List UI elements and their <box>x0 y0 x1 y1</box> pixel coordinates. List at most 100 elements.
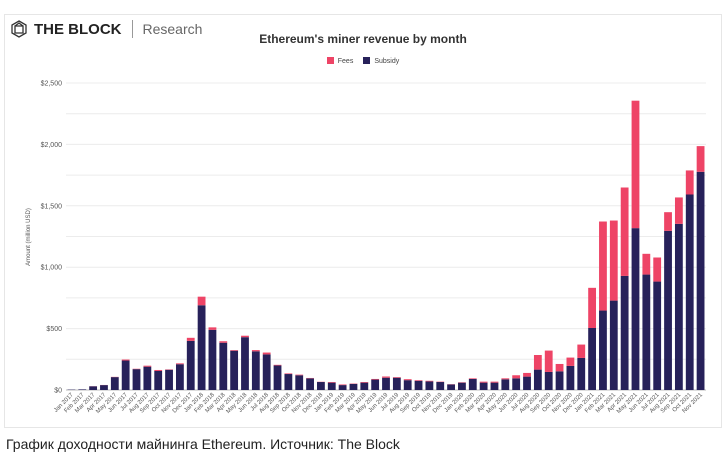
bar-fees <box>685 170 694 195</box>
y-tick-label: $2,500 <box>41 81 63 88</box>
bar-subsidy <box>631 228 640 390</box>
bar-subsidy <box>403 380 412 390</box>
legend: Fees Subsidy <box>0 57 726 65</box>
bar-fees <box>273 364 282 366</box>
bar-subsidy <box>425 381 434 390</box>
bar-fees <box>121 359 130 361</box>
bar-fees <box>143 365 152 367</box>
bar-fees <box>577 344 586 358</box>
bar-fees <box>501 378 510 380</box>
bar-subsidy <box>338 385 347 390</box>
bar-subsidy <box>674 223 683 390</box>
bar-fees <box>154 369 163 371</box>
bar-subsidy <box>685 194 694 390</box>
y-tick-label: $500 <box>46 326 62 333</box>
bar-subsidy <box>208 329 217 390</box>
bar-subsidy <box>100 385 108 390</box>
bar-fees <box>262 352 271 355</box>
image-caption: График доходности майнинга Ethereum. Ист… <box>6 436 400 452</box>
legend-label: Fees <box>337 58 354 65</box>
bar-fees <box>284 373 293 375</box>
bar-subsidy <box>175 364 184 390</box>
bar-subsidy <box>121 360 130 390</box>
bar-fees <box>175 363 184 365</box>
bar-subsidy <box>360 382 369 390</box>
bar-subsidy <box>78 389 87 390</box>
bar-subsidy <box>186 340 195 390</box>
brand-sub: Research <box>142 21 203 37</box>
bar-subsidy <box>327 382 336 390</box>
bar-fees <box>468 378 477 379</box>
cube-logo-icon <box>11 20 27 38</box>
bar-fees <box>512 375 521 379</box>
bar-fees <box>555 363 564 372</box>
bar-subsidy <box>230 350 239 390</box>
bar-fees <box>338 384 347 386</box>
bar-subsidy <box>566 365 575 390</box>
bar-fees <box>653 257 662 282</box>
bar-subsidy <box>555 371 564 390</box>
bar-subsidy <box>392 377 401 390</box>
brand-divider <box>131 20 133 38</box>
bar-subsidy <box>436 382 445 390</box>
bar-subsidy <box>696 171 705 390</box>
bar-fees <box>186 337 195 341</box>
bar-subsidy <box>132 369 141 390</box>
bar-fees <box>382 376 390 378</box>
bar-fees <box>631 100 640 229</box>
bar-fees <box>197 296 206 306</box>
bar-fees <box>490 381 499 383</box>
bar-subsidy <box>577 357 586 390</box>
brand-logo: THE BLOCK Research <box>10 20 202 38</box>
y-axis-label: Amount (million USD) <box>26 208 32 266</box>
bar-fees <box>208 327 217 330</box>
bar-fees <box>696 146 705 172</box>
bar-fees <box>674 197 683 224</box>
y-tick-label: $1,500 <box>41 203 63 210</box>
bar-fees <box>566 357 575 366</box>
bar-subsidy <box>533 369 542 390</box>
bar-subsidy <box>273 365 282 390</box>
bar-subsidy <box>284 374 293 390</box>
bar-fees <box>544 350 553 372</box>
bar-fees <box>241 335 249 338</box>
fees-swatch <box>326 57 334 64</box>
bar-subsidy <box>197 305 206 390</box>
bar-fees <box>392 377 401 378</box>
bar-chart: $0 $500 $1,000 $1,500 $2,000 $2,500 Amount (mi… <box>26 81 706 415</box>
bar-fees <box>642 253 651 275</box>
y-tick-label: $0 <box>54 388 62 395</box>
bar-subsidy <box>349 383 358 390</box>
bar-subsidy <box>414 380 423 390</box>
bar-subsidy <box>382 377 390 390</box>
bar-subsidy <box>479 382 488 390</box>
legend-item-subsidy[interactable]: Subsidy <box>363 57 399 65</box>
bar-fees <box>609 220 618 301</box>
bar-fees <box>479 381 488 383</box>
bar-fees <box>414 380 423 381</box>
bar-subsidy <box>501 379 510 390</box>
bar-fees <box>588 287 597 328</box>
bar-fees <box>425 380 434 382</box>
subsidy-swatch <box>363 57 371 64</box>
bar-fees <box>230 350 239 351</box>
bar-subsidy <box>262 354 271 390</box>
bar-subsidy <box>110 377 119 390</box>
bar-subsidy <box>512 378 521 390</box>
bar-subsidy <box>165 369 173 390</box>
bar-subsidy <box>241 337 249 390</box>
bar-fees <box>360 382 369 383</box>
chart-title: Ethereum's miner revenue by month <box>259 32 467 46</box>
bar-fees <box>620 187 629 276</box>
bar-subsidy <box>306 378 314 390</box>
bar-subsidy <box>371 379 380 390</box>
bar-subsidy <box>447 384 455 390</box>
brand-name: THE BLOCK <box>34 20 122 38</box>
bar-subsidy <box>468 378 477 390</box>
legend-item-fees[interactable]: Fees <box>326 57 354 65</box>
bar-subsidy <box>154 370 163 390</box>
legend-label: Subsidy <box>374 58 400 65</box>
bar-subsidy <box>588 327 597 390</box>
y-tick-label: $2,000 <box>41 142 63 149</box>
bar-fees <box>533 355 542 370</box>
